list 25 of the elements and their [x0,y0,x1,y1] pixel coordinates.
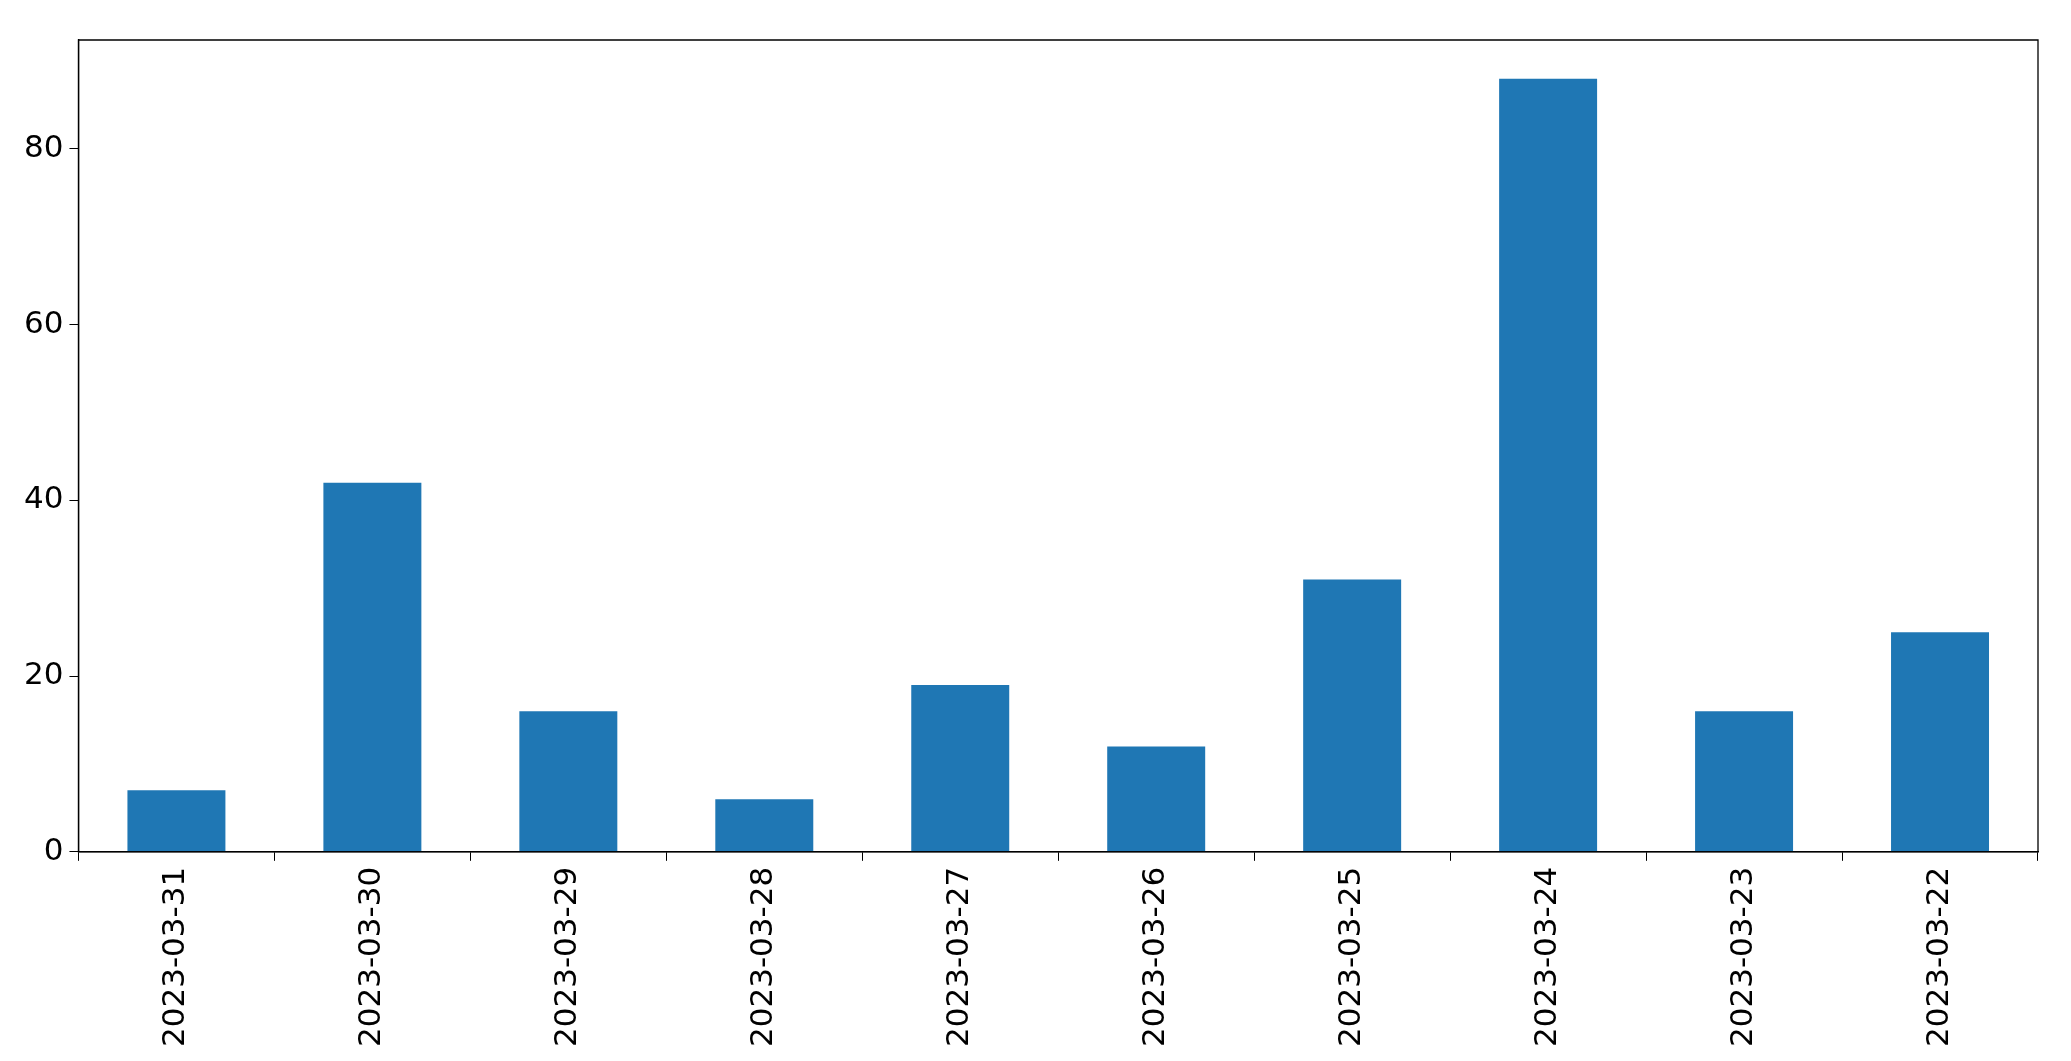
x-tick-label: 2023-03-24 [1527,866,1564,1048]
x-tick-label: 2023-03-29 [547,866,584,1048]
bar [1107,746,1206,852]
y-tick-label: 80 [23,128,64,164]
bar [127,790,226,852]
y-tick-label: 20 [23,655,64,692]
y-tick-label: 60 [23,303,64,340]
x-tick-label: 2023-03-26 [1135,866,1172,1048]
bar [911,684,1010,852]
bar [1695,711,1794,852]
x-tick-label: 2023-03-30 [351,866,388,1048]
y-tick-label: 0 [43,830,64,867]
x-tick-label: 2023-03-31 [155,866,192,1048]
bar [715,799,814,852]
x-tick-label: 2023-03-23 [1723,866,1760,1048]
y-tick-label: 40 [23,479,64,516]
x-tick-label: 2023-03-25 [1331,866,1368,1048]
x-tick-label: 2023-03-22 [1919,866,1956,1048]
bar [1303,579,1402,852]
x-tick-label: 2023-03-27 [939,866,976,1048]
bar [323,482,422,852]
bar [1891,632,1990,852]
x-tick-label: 2023-03-28 [743,866,780,1048]
bar [1499,78,1598,852]
bar [519,711,618,852]
